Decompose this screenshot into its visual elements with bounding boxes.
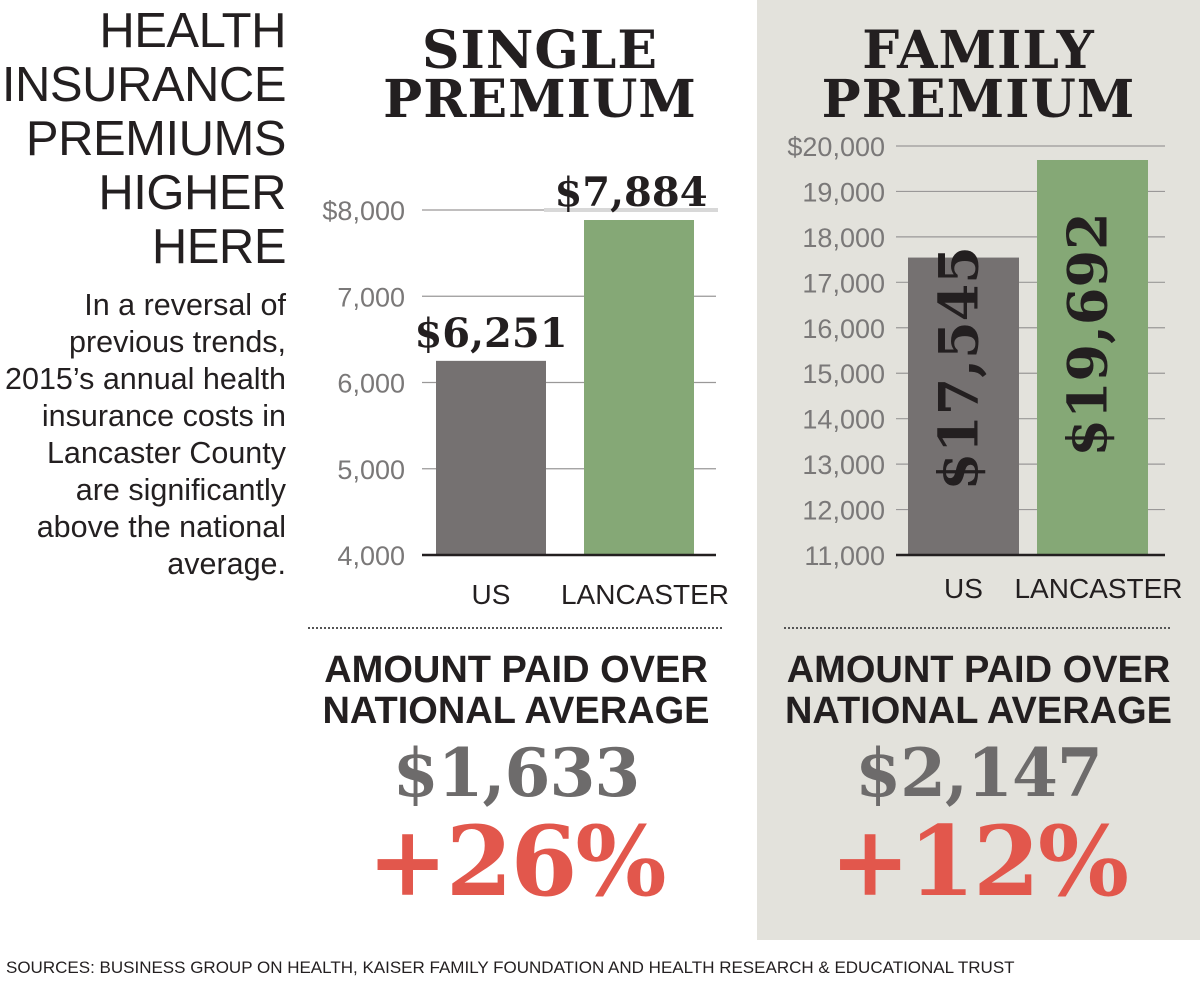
single-percent-value: +26%: [367, 805, 666, 918]
single-tick-label: $8,000: [322, 196, 405, 226]
family-value-label: $19,692: [1056, 212, 1120, 456]
family-bar-lancaster: [1037, 159, 1148, 555]
headline-line: HERE: [151, 220, 287, 274]
family-tick-label: 13,000: [802, 450, 885, 480]
family-category-label: LANCASTER: [1014, 573, 1182, 604]
family-tick-label: 18,000: [802, 223, 885, 253]
family-tick-label: 17,000: [802, 268, 885, 298]
amount-label-line: NATIONAL AVERAGE: [784, 690, 1173, 732]
family-tick-label: 14,000: [802, 405, 885, 435]
single-amount-label: AMOUNT PAID OVER NATIONAL AVERAGE: [300, 650, 732, 732]
single-category-label: LANCASTER: [561, 579, 729, 610]
single-tick-label: 5,000: [337, 455, 405, 485]
family-tick-label: 15,000: [802, 359, 885, 389]
single-bar-lancaster: [584, 220, 694, 555]
single-value-label: $6,251: [414, 310, 567, 357]
single-bar-us: [436, 360, 546, 555]
single-tick-label: 7,000: [337, 282, 405, 312]
family-category-label: US: [944, 573, 983, 604]
family-amount-value: $2,147: [855, 734, 1103, 812]
amount-label-line: NATIONAL AVERAGE: [322, 690, 710, 732]
family-tick-label: 16,000: [802, 314, 885, 344]
family-value-label: $17,545: [927, 246, 991, 490]
headline-line: HEALTH: [99, 4, 286, 58]
family-premium-title: FAMILY PREMIUM: [757, 20, 1200, 130]
family-divider: [784, 627, 1170, 629]
family-tick-label: 11,000: [804, 541, 885, 571]
chart-title-line: SINGLE: [421, 20, 658, 81]
family-tick-label: 19,000: [802, 177, 885, 207]
headline: HEALTH INSURANCE PREMIUMS HIGHER HERE: [0, 4, 287, 274]
chart-title-line: PREMIUM: [821, 69, 1136, 130]
family-tick-label: 12,000: [802, 496, 885, 526]
family-tick-label: $20,000: [787, 132, 885, 162]
family-amount-label: AMOUNT PAID OVER NATIONAL AVERAGE: [757, 650, 1200, 732]
amount-label-line: AMOUNT PAID OVER: [324, 649, 708, 691]
intro-text: In a reversal of previous trends, 2015’s…: [5, 288, 286, 581]
amount-label-line: AMOUNT PAID OVER: [786, 649, 1171, 691]
sources-note: SOURCES: BUSINESS GROUP ON HEALTH, KAISE…: [6, 958, 1015, 977]
family-percent-value: +12%: [829, 805, 1129, 918]
headline-line: HIGHER: [98, 166, 286, 220]
headline-line: INSURANCE: [1, 58, 287, 112]
family-bar-us: [908, 257, 1019, 555]
chart-title-line: PREMIUM: [383, 69, 697, 130]
single-divider: [308, 627, 722, 629]
single-category-label: US: [472, 579, 511, 610]
single-premium-title: SINGLE PREMIUM: [325, 20, 755, 130]
chart-title-line: FAMILY: [862, 20, 1095, 81]
single-tick-label: 4,000: [337, 541, 405, 571]
single-tick-label: 6,000: [337, 369, 405, 399]
headline-line: PREMIUMS: [25, 112, 287, 166]
single-amount-value: $1,633: [392, 734, 641, 812]
single-value-label: $7,884: [554, 169, 707, 216]
